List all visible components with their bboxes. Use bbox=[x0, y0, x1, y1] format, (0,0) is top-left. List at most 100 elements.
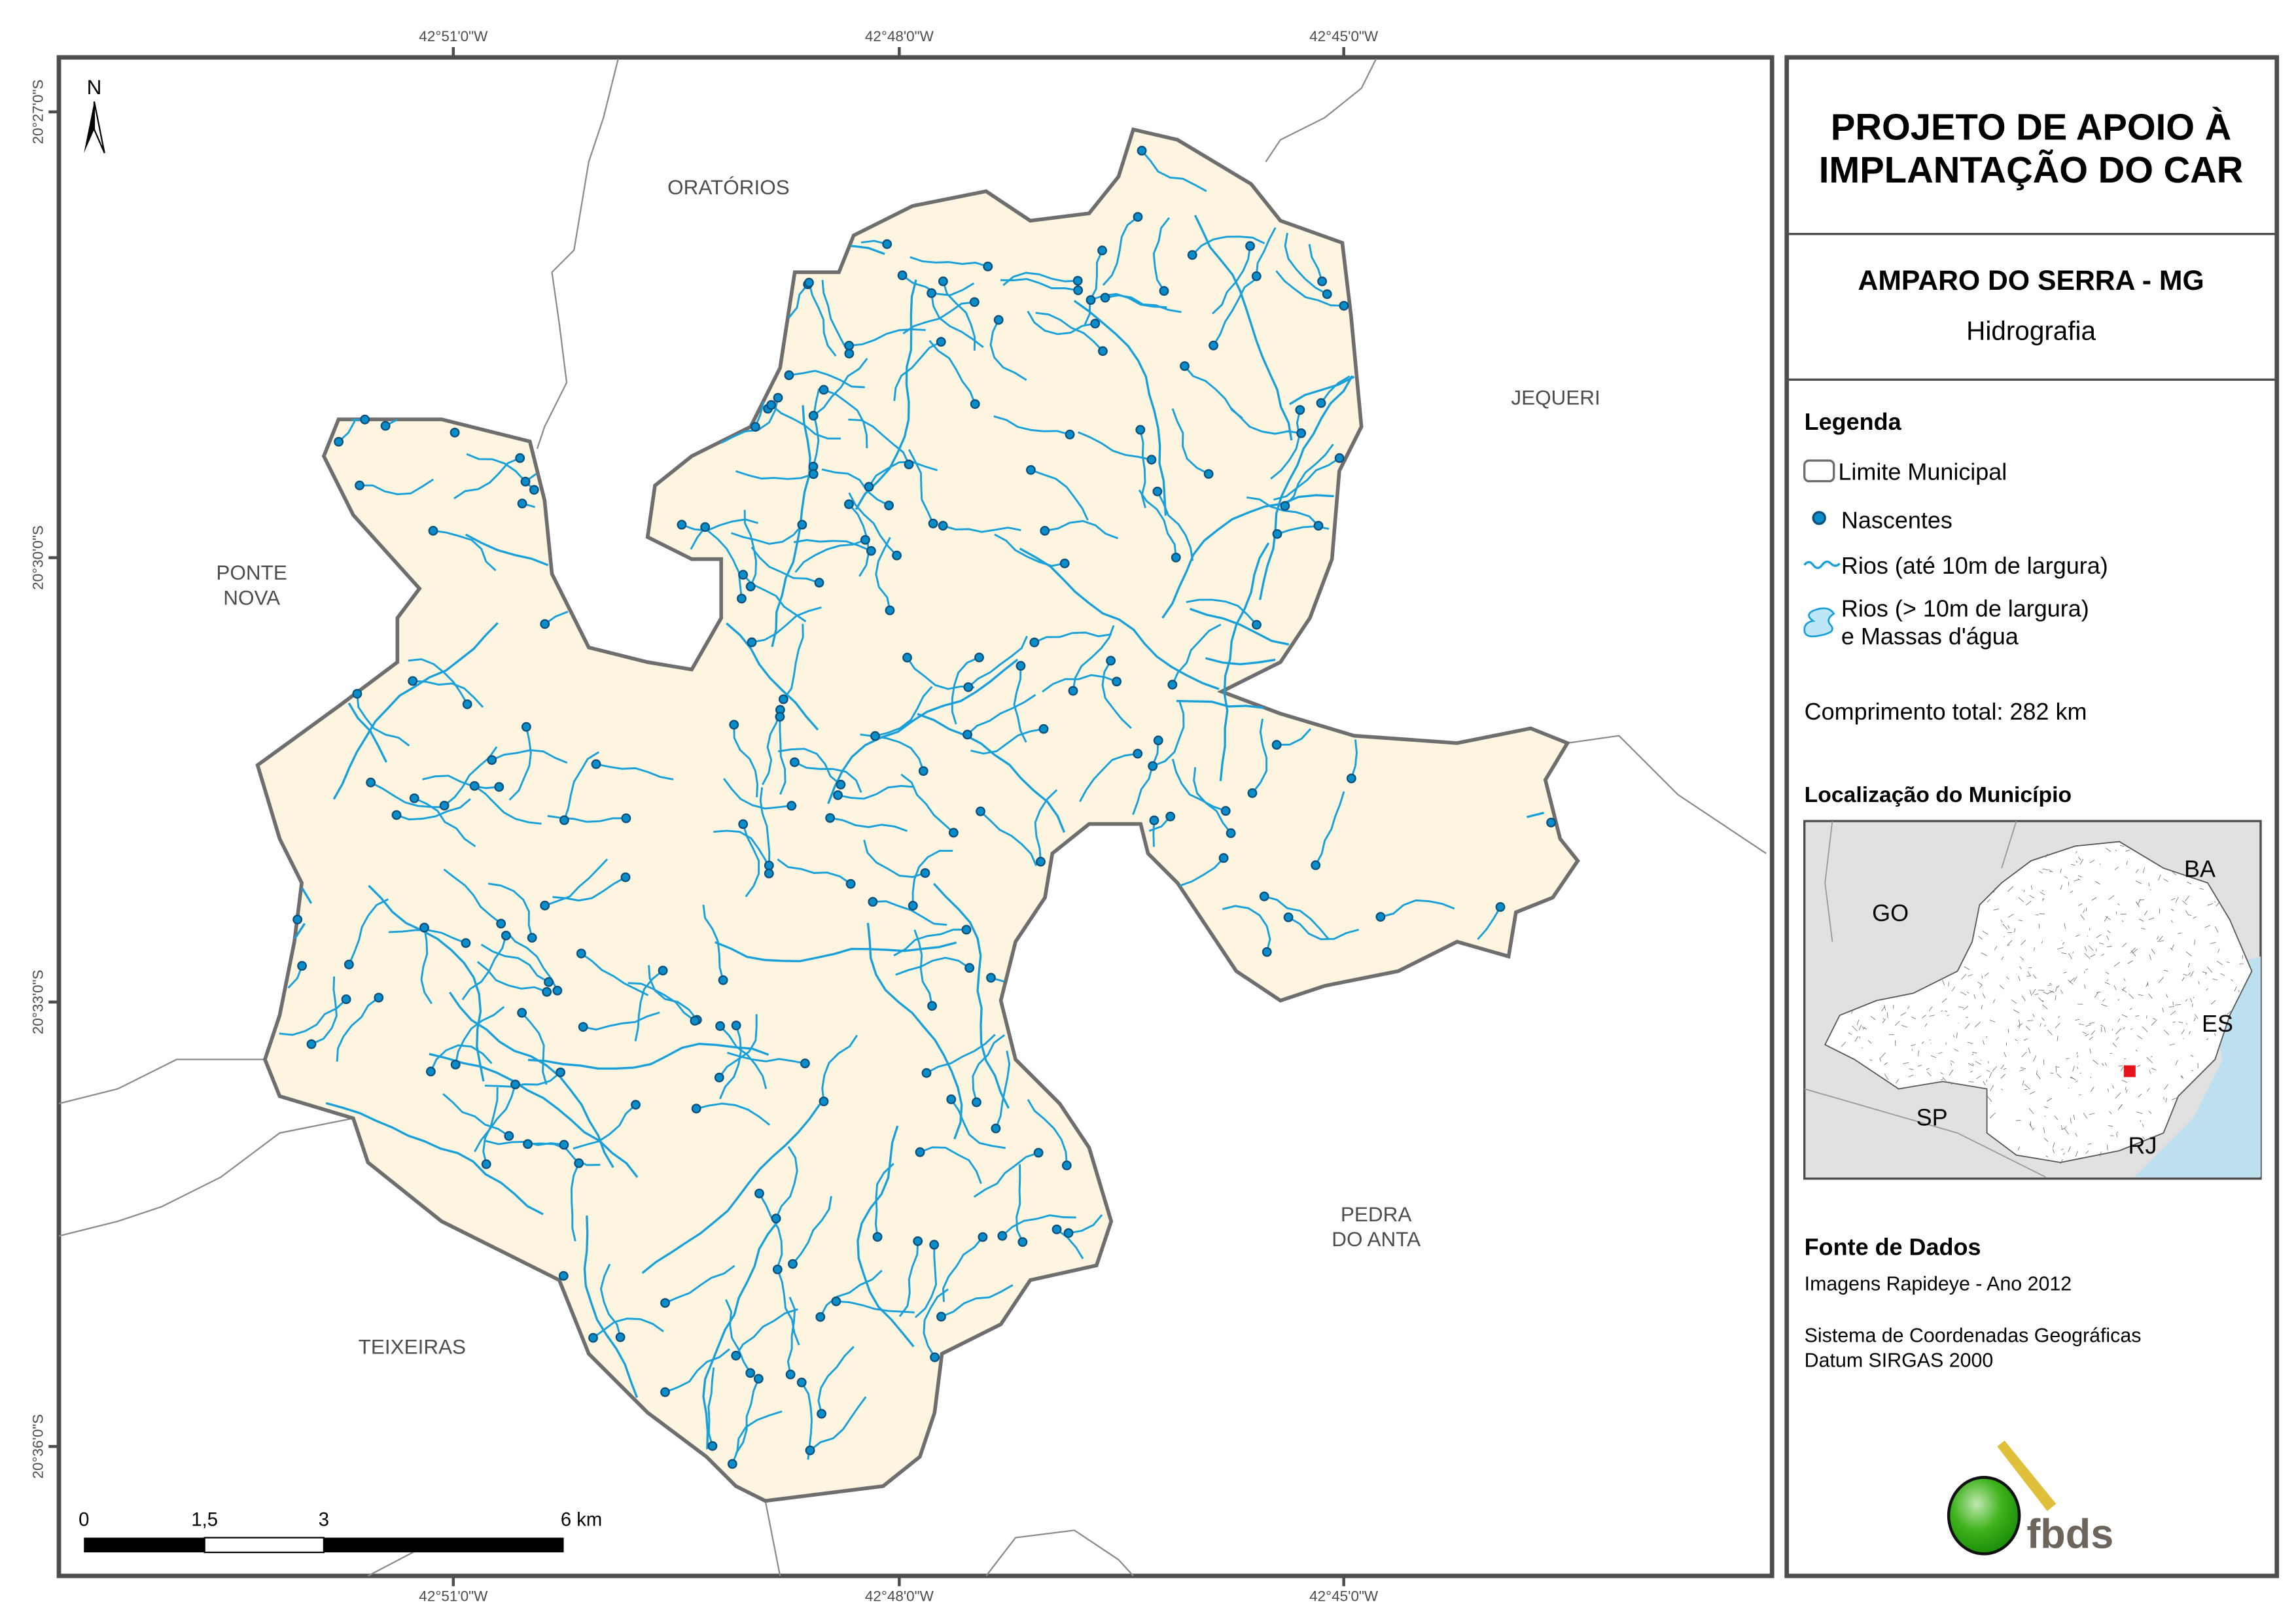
river-segment bbox=[454, 1005, 505, 1065]
river-channel bbox=[1527, 811, 1544, 818]
neighbor-label-oratorios: ORATÓRIOS bbox=[667, 175, 790, 199]
spring-point bbox=[1259, 891, 1269, 901]
river-channel bbox=[855, 279, 917, 510]
municipal-border-segment bbox=[2070, 864, 2075, 866]
river-segment bbox=[1179, 857, 1225, 887]
municipal-border-segment bbox=[2135, 869, 2139, 873]
municipal-border-segment bbox=[1928, 1006, 1933, 1012]
river-segment bbox=[1270, 410, 1301, 480]
municipal-border-segment bbox=[2083, 1113, 2088, 1119]
municipal-border-segment bbox=[2163, 969, 2168, 971]
municipal-border-segment bbox=[2217, 949, 2220, 953]
spring-point bbox=[1148, 761, 1158, 771]
spring-point bbox=[872, 1232, 883, 1242]
municipal-border-segment bbox=[1941, 998, 1947, 1003]
municipal-border-segment bbox=[2057, 1073, 2062, 1078]
municipal-border-segment bbox=[2172, 1002, 2174, 1005]
river-segment bbox=[1138, 489, 1177, 558]
municipal-border-segment bbox=[2091, 1087, 2094, 1092]
river-segment bbox=[817, 1346, 855, 1414]
spring-point bbox=[1251, 271, 1262, 281]
spring-point bbox=[927, 1001, 937, 1011]
municipal-border-segment bbox=[2128, 994, 2134, 999]
spring-point bbox=[754, 1189, 764, 1198]
municipal-border-segment bbox=[1954, 1049, 1958, 1052]
springs-layer bbox=[292, 145, 1557, 1469]
river-segment bbox=[521, 1012, 548, 1085]
spring-point bbox=[366, 777, 376, 788]
river-segment bbox=[743, 510, 757, 587]
river-segment bbox=[893, 928, 966, 956]
river-segment bbox=[751, 546, 820, 584]
municipal-border-segment bbox=[1968, 1041, 1973, 1044]
location-marker bbox=[2123, 1065, 2136, 1077]
river-segment bbox=[874, 1162, 894, 1237]
municipal-border-segment bbox=[2075, 934, 2080, 937]
municipal-border-segment bbox=[2185, 999, 2188, 1002]
municipal-border-segment bbox=[2063, 971, 2067, 973]
spring-point bbox=[915, 1147, 925, 1157]
map-frame: ORATÓRIOS JEQUERI PONTE NOVA PEDRA DO AN… bbox=[29, 28, 1775, 1604]
spring-point bbox=[972, 1097, 981, 1108]
spring-point bbox=[1072, 275, 1083, 286]
spring-point bbox=[1375, 912, 1386, 922]
river-channel bbox=[332, 621, 499, 800]
municipal-border-segment bbox=[2181, 1075, 2183, 1079]
municipal-border-segment bbox=[2149, 1070, 2151, 1074]
spring-point bbox=[1247, 788, 1258, 798]
river-segment bbox=[1078, 431, 1152, 461]
municipal-border-segment bbox=[1975, 1022, 1981, 1028]
spring-point bbox=[1317, 276, 1328, 287]
coord-label-left: 20°36'0"S bbox=[29, 1414, 46, 1479]
municipal-border-segment bbox=[2027, 971, 2031, 976]
municipal-border-segment bbox=[2022, 1080, 2024, 1086]
spring-point bbox=[462, 699, 472, 709]
river-segment bbox=[868, 461, 938, 487]
spring-point bbox=[1334, 453, 1345, 463]
municipal-border-segment bbox=[2190, 1055, 2194, 1057]
spring-point bbox=[986, 973, 996, 983]
spring-point bbox=[902, 652, 912, 663]
spring-point bbox=[1272, 529, 1282, 539]
municipal-border-segment bbox=[2019, 1020, 2021, 1025]
municipal-border-segment bbox=[1909, 1068, 1914, 1070]
river-segment bbox=[702, 904, 724, 981]
spring-point bbox=[800, 1058, 810, 1069]
spring-point bbox=[790, 757, 800, 767]
coord-label-top: 42°48'0"W bbox=[865, 28, 934, 44]
title-line-1: PROJETO DE APOIO À bbox=[1831, 107, 2231, 148]
river-segment bbox=[681, 518, 759, 532]
municipal-border-segment bbox=[2148, 994, 2153, 999]
spring-point bbox=[559, 1140, 569, 1150]
spring-point bbox=[615, 1332, 626, 1342]
neighbor-label-pedra-1: PEDRA bbox=[1341, 1202, 1411, 1226]
municipal-border-segment bbox=[1982, 930, 1988, 935]
river-segment bbox=[1284, 232, 1328, 295]
municipal-border-segment bbox=[2043, 991, 2049, 995]
municipal-border-segment bbox=[2078, 903, 2082, 906]
river-channel bbox=[866, 922, 963, 1140]
spring-point bbox=[784, 370, 794, 380]
spring-point bbox=[380, 421, 391, 431]
municipal-border-segment bbox=[2231, 979, 2233, 981]
municipal-border-segment bbox=[2105, 1062, 2107, 1066]
municipal-border-segment bbox=[2219, 1019, 2224, 1021]
river-segment bbox=[777, 858, 851, 885]
river-channel bbox=[726, 622, 819, 731]
river-segment bbox=[453, 457, 521, 500]
river-channel bbox=[465, 533, 549, 567]
municipal-border-segment bbox=[2125, 1089, 2128, 1093]
river-segment bbox=[902, 274, 975, 296]
river-segment bbox=[794, 761, 862, 794]
municipal-border-segment bbox=[2116, 1131, 2119, 1134]
municipal-border-segment bbox=[2087, 935, 2088, 937]
municipal-border-segment bbox=[2171, 871, 2177, 875]
spring-point bbox=[306, 1039, 317, 1049]
municipal-border-segment bbox=[2146, 1056, 2153, 1064]
municipal-border-segment bbox=[2089, 1022, 2095, 1024]
spring-point bbox=[391, 810, 402, 820]
spring-point bbox=[978, 1232, 988, 1242]
municipality-boundary bbox=[255, 127, 1580, 1503]
municipal-border-segment bbox=[1918, 1050, 1919, 1056]
river-segment bbox=[1001, 1214, 1076, 1237]
